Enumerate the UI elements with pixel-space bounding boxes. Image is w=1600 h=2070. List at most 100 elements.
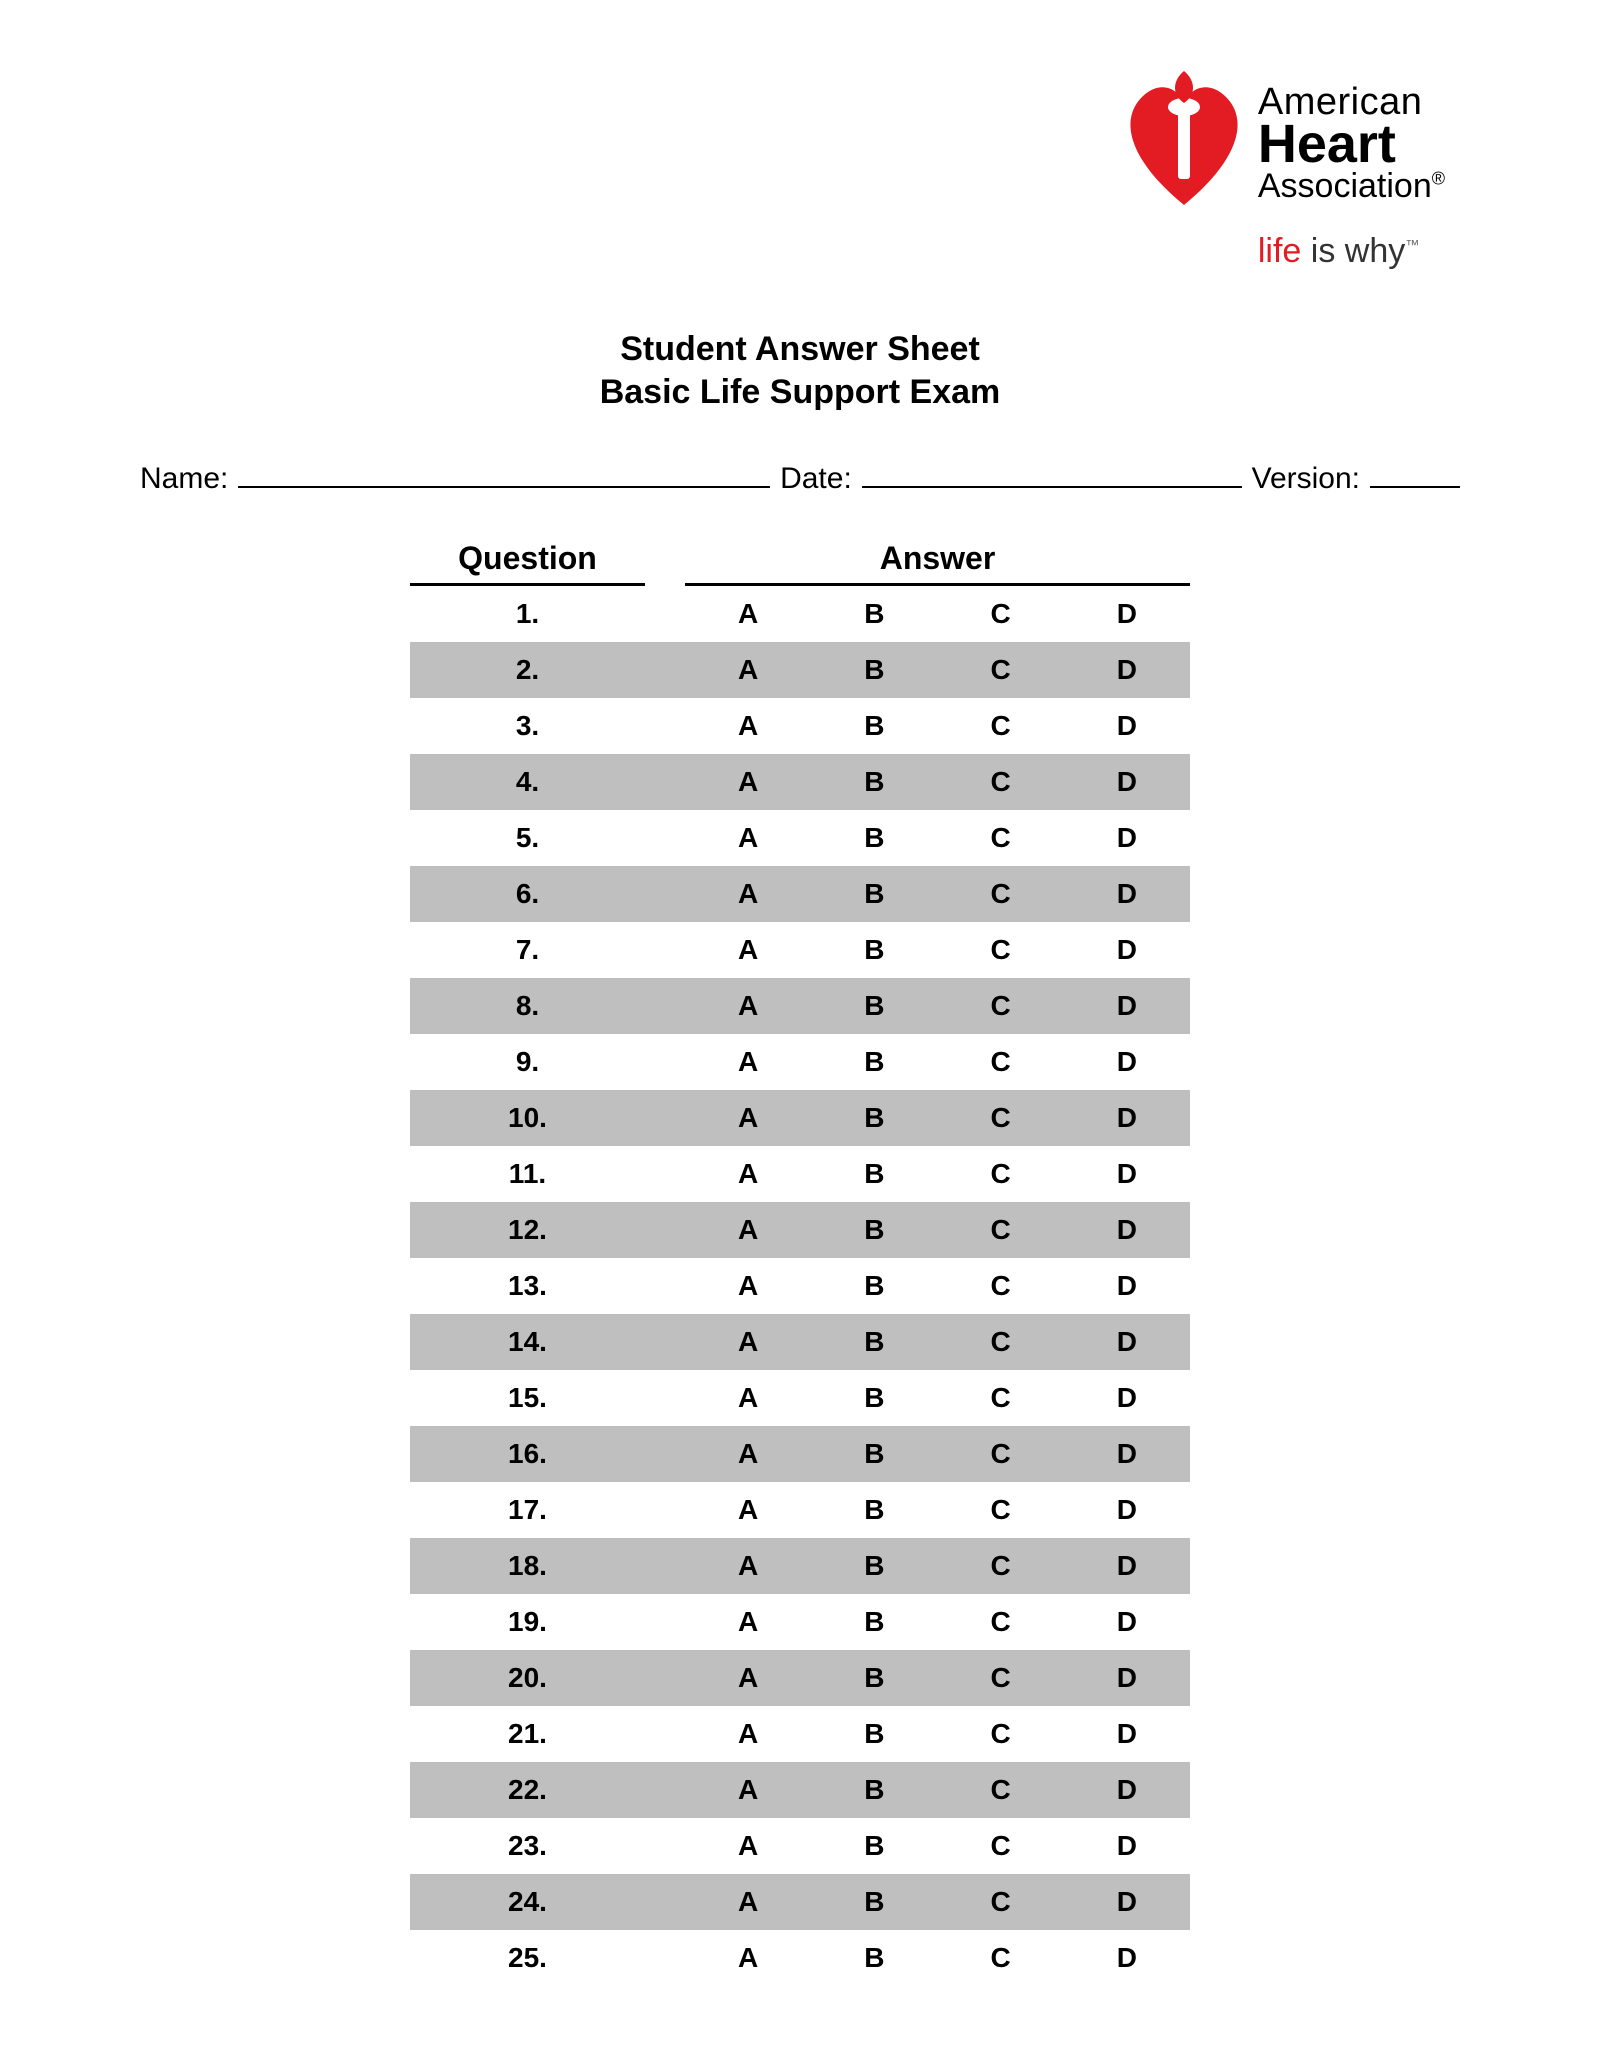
answer-option[interactable]: B <box>811 1102 937 1134</box>
answer-option[interactable]: D <box>1064 822 1190 854</box>
answer-option[interactable]: B <box>811 1550 937 1582</box>
answer-option[interactable]: C <box>938 654 1064 686</box>
answer-option[interactable]: D <box>1064 1326 1190 1358</box>
answer-option[interactable]: C <box>938 1550 1064 1582</box>
answer-option[interactable]: D <box>1064 990 1190 1022</box>
answer-option[interactable]: D <box>1064 1382 1190 1414</box>
answer-option[interactable]: D <box>1064 598 1190 630</box>
answer-option[interactable]: D <box>1064 1774 1190 1806</box>
answer-option[interactable]: D <box>1064 1270 1190 1302</box>
answer-option[interactable]: C <box>938 1942 1064 1974</box>
answer-option[interactable]: A <box>685 1942 811 1974</box>
answer-option[interactable]: C <box>938 710 1064 742</box>
answer-option[interactable]: D <box>1064 1158 1190 1190</box>
answer-option[interactable]: B <box>811 1382 937 1414</box>
answer-option[interactable]: A <box>685 1270 811 1302</box>
answer-option[interactable]: C <box>938 934 1064 966</box>
answer-option[interactable]: B <box>811 598 937 630</box>
answer-option[interactable]: D <box>1064 934 1190 966</box>
answer-option[interactable]: C <box>938 822 1064 854</box>
answer-option[interactable]: D <box>1064 878 1190 910</box>
answer-option[interactable]: A <box>685 1774 811 1806</box>
answer-option[interactable]: C <box>938 1046 1064 1078</box>
answer-option[interactable]: C <box>938 1382 1064 1414</box>
answer-option[interactable]: C <box>938 878 1064 910</box>
answer-option[interactable]: B <box>811 1438 937 1470</box>
answer-option[interactable]: D <box>1064 766 1190 798</box>
date-input-line[interactable] <box>862 456 1242 488</box>
answer-option[interactable]: B <box>811 1606 937 1638</box>
answer-option[interactable]: B <box>811 1214 937 1246</box>
answer-option[interactable]: A <box>685 1046 811 1078</box>
name-input-line[interactable] <box>238 456 770 488</box>
answer-option[interactable]: C <box>938 598 1064 630</box>
answer-option[interactable]: D <box>1064 1102 1190 1134</box>
answer-option[interactable]: A <box>685 1662 811 1694</box>
answer-option[interactable]: A <box>685 766 811 798</box>
answer-option[interactable]: A <box>685 990 811 1022</box>
answer-option[interactable]: B <box>811 1830 937 1862</box>
answer-option[interactable]: C <box>938 1214 1064 1246</box>
answer-option[interactable]: D <box>1064 1718 1190 1750</box>
answer-option[interactable]: B <box>811 1270 937 1302</box>
answer-option[interactable]: D <box>1064 1214 1190 1246</box>
answer-option[interactable]: C <box>938 1662 1064 1694</box>
answer-option[interactable]: B <box>811 1942 937 1974</box>
answer-option[interactable]: B <box>811 934 937 966</box>
answer-option[interactable]: A <box>685 654 811 686</box>
answer-option[interactable]: C <box>938 1270 1064 1302</box>
answer-option[interactable]: A <box>685 822 811 854</box>
answer-option[interactable]: B <box>811 1494 937 1526</box>
answer-option[interactable]: A <box>685 1382 811 1414</box>
answer-option[interactable]: A <box>685 1886 811 1918</box>
answer-option[interactable]: D <box>1064 1942 1190 1974</box>
version-input-line[interactable] <box>1370 456 1460 488</box>
answer-option[interactable]: A <box>685 1438 811 1470</box>
answer-option[interactable]: C <box>938 766 1064 798</box>
answer-option[interactable]: A <box>685 1158 811 1190</box>
answer-option[interactable]: B <box>811 1886 937 1918</box>
answer-option[interactable]: A <box>685 598 811 630</box>
answer-option[interactable]: B <box>811 1662 937 1694</box>
answer-option[interactable]: C <box>938 990 1064 1022</box>
answer-option[interactable]: D <box>1064 1830 1190 1862</box>
answer-option[interactable]: A <box>685 1326 811 1358</box>
answer-option[interactable]: A <box>685 1606 811 1638</box>
answer-option[interactable]: C <box>938 1886 1064 1918</box>
answer-option[interactable]: C <box>938 1718 1064 1750</box>
answer-option[interactable]: A <box>685 1494 811 1526</box>
answer-option[interactable]: D <box>1064 1046 1190 1078</box>
answer-option[interactable]: B <box>811 1774 937 1806</box>
answer-option[interactable]: B <box>811 710 937 742</box>
answer-option[interactable]: B <box>811 766 937 798</box>
answer-option[interactable]: D <box>1064 1606 1190 1638</box>
answer-option[interactable]: C <box>938 1606 1064 1638</box>
answer-option[interactable]: C <box>938 1326 1064 1358</box>
answer-option[interactable]: B <box>811 1718 937 1750</box>
answer-option[interactable]: C <box>938 1494 1064 1526</box>
answer-option[interactable]: C <box>938 1102 1064 1134</box>
answer-option[interactable]: A <box>685 1102 811 1134</box>
answer-option[interactable]: B <box>811 878 937 910</box>
answer-option[interactable]: D <box>1064 654 1190 686</box>
answer-option[interactable]: A <box>685 934 811 966</box>
answer-option[interactable]: B <box>811 1046 937 1078</box>
answer-option[interactable]: B <box>811 1158 937 1190</box>
answer-option[interactable]: C <box>938 1830 1064 1862</box>
answer-option[interactable]: D <box>1064 1550 1190 1582</box>
answer-option[interactable]: D <box>1064 1886 1190 1918</box>
answer-option[interactable]: B <box>811 990 937 1022</box>
answer-option[interactable]: B <box>811 1326 937 1358</box>
answer-option[interactable]: A <box>685 710 811 742</box>
answer-option[interactable]: C <box>938 1158 1064 1190</box>
answer-option[interactable]: A <box>685 1214 811 1246</box>
answer-option[interactable]: B <box>811 654 937 686</box>
answer-option[interactable]: C <box>938 1774 1064 1806</box>
answer-option[interactable]: A <box>685 1718 811 1750</box>
answer-option[interactable]: D <box>1064 1662 1190 1694</box>
answer-option[interactable]: D <box>1064 1438 1190 1470</box>
answer-option[interactable]: A <box>685 1830 811 1862</box>
answer-option[interactable]: C <box>938 1438 1064 1470</box>
answer-option[interactable]: A <box>685 878 811 910</box>
answer-option[interactable]: B <box>811 822 937 854</box>
